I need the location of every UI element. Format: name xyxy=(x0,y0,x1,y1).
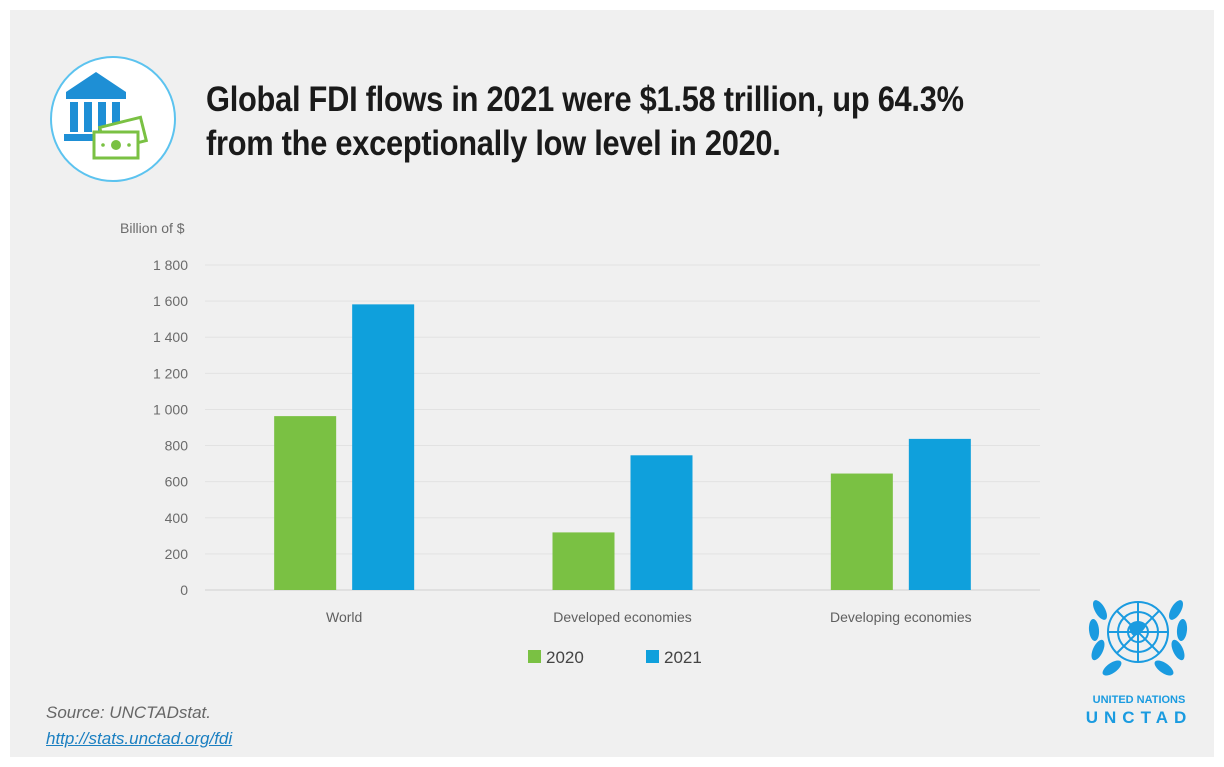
source-note: Source: UNCTADstat. http://stats.unctad.… xyxy=(46,700,232,752)
y-tick-label: 1 400 xyxy=(153,329,188,345)
logo-line-2: UNCTAD xyxy=(1085,708,1193,727)
bar-2020-developed-economies xyxy=(552,532,615,590)
bars xyxy=(274,304,971,590)
bar-2021-world xyxy=(352,304,415,590)
un-emblem-icon xyxy=(1088,600,1188,676)
bar-2020-world xyxy=(274,416,337,590)
logo-line-1: UNITED NATIONS xyxy=(1092,694,1186,706)
y-tick-label: 600 xyxy=(165,474,189,490)
source-link[interactable]: http://stats.unctad.org/fdi xyxy=(46,729,233,748)
bar-2020-developing-economies xyxy=(830,473,893,590)
infographic-panel xyxy=(10,10,1214,757)
category-label: Developed economies xyxy=(553,609,692,625)
legend-swatch-2021 xyxy=(646,650,659,663)
legend-swatch-2020 xyxy=(528,650,541,663)
source-label: Source: UNCTADstat. xyxy=(46,703,212,722)
bar-2021-developing-economies xyxy=(908,438,971,590)
category-label: Developing economies xyxy=(830,609,972,625)
bank-money-icon xyxy=(50,56,176,182)
title-line-2: from the exceptionally low level in 2020… xyxy=(206,124,781,163)
y-tick-label: 800 xyxy=(165,438,189,454)
legend-label-2020: 2020 xyxy=(546,648,584,667)
y-tick-label: 1 600 xyxy=(153,293,188,309)
y-tick-label: 400 xyxy=(165,510,189,526)
y-tick-label: 1 800 xyxy=(153,257,188,273)
category-labels: World Developed economies Developing econo… xyxy=(326,609,972,625)
legend-label-2021: 2021 xyxy=(664,648,702,667)
bar-2021-developed-economies xyxy=(630,455,693,590)
y-axis-label: Billion of $ xyxy=(120,220,185,236)
legend: 2020 2021 xyxy=(528,648,702,667)
y-tick-label: 200 xyxy=(165,546,189,562)
category-label: World xyxy=(326,609,362,625)
y-tick-label: 1 200 xyxy=(153,365,188,381)
y-tick-label: 0 xyxy=(180,582,188,598)
chart-title: Global FDI flows in 2021 were $1.58 tril… xyxy=(206,78,998,166)
title-line-1: Global FDI flows in 2021 were $1.58 tril… xyxy=(206,80,964,119)
y-tick-labels: 1 800 1 600 1 400 1 200 1 000 800 600 400 200 0 xyxy=(153,257,188,598)
y-tick-label: 1 000 xyxy=(153,401,188,417)
grid-lines xyxy=(205,264,1040,591)
